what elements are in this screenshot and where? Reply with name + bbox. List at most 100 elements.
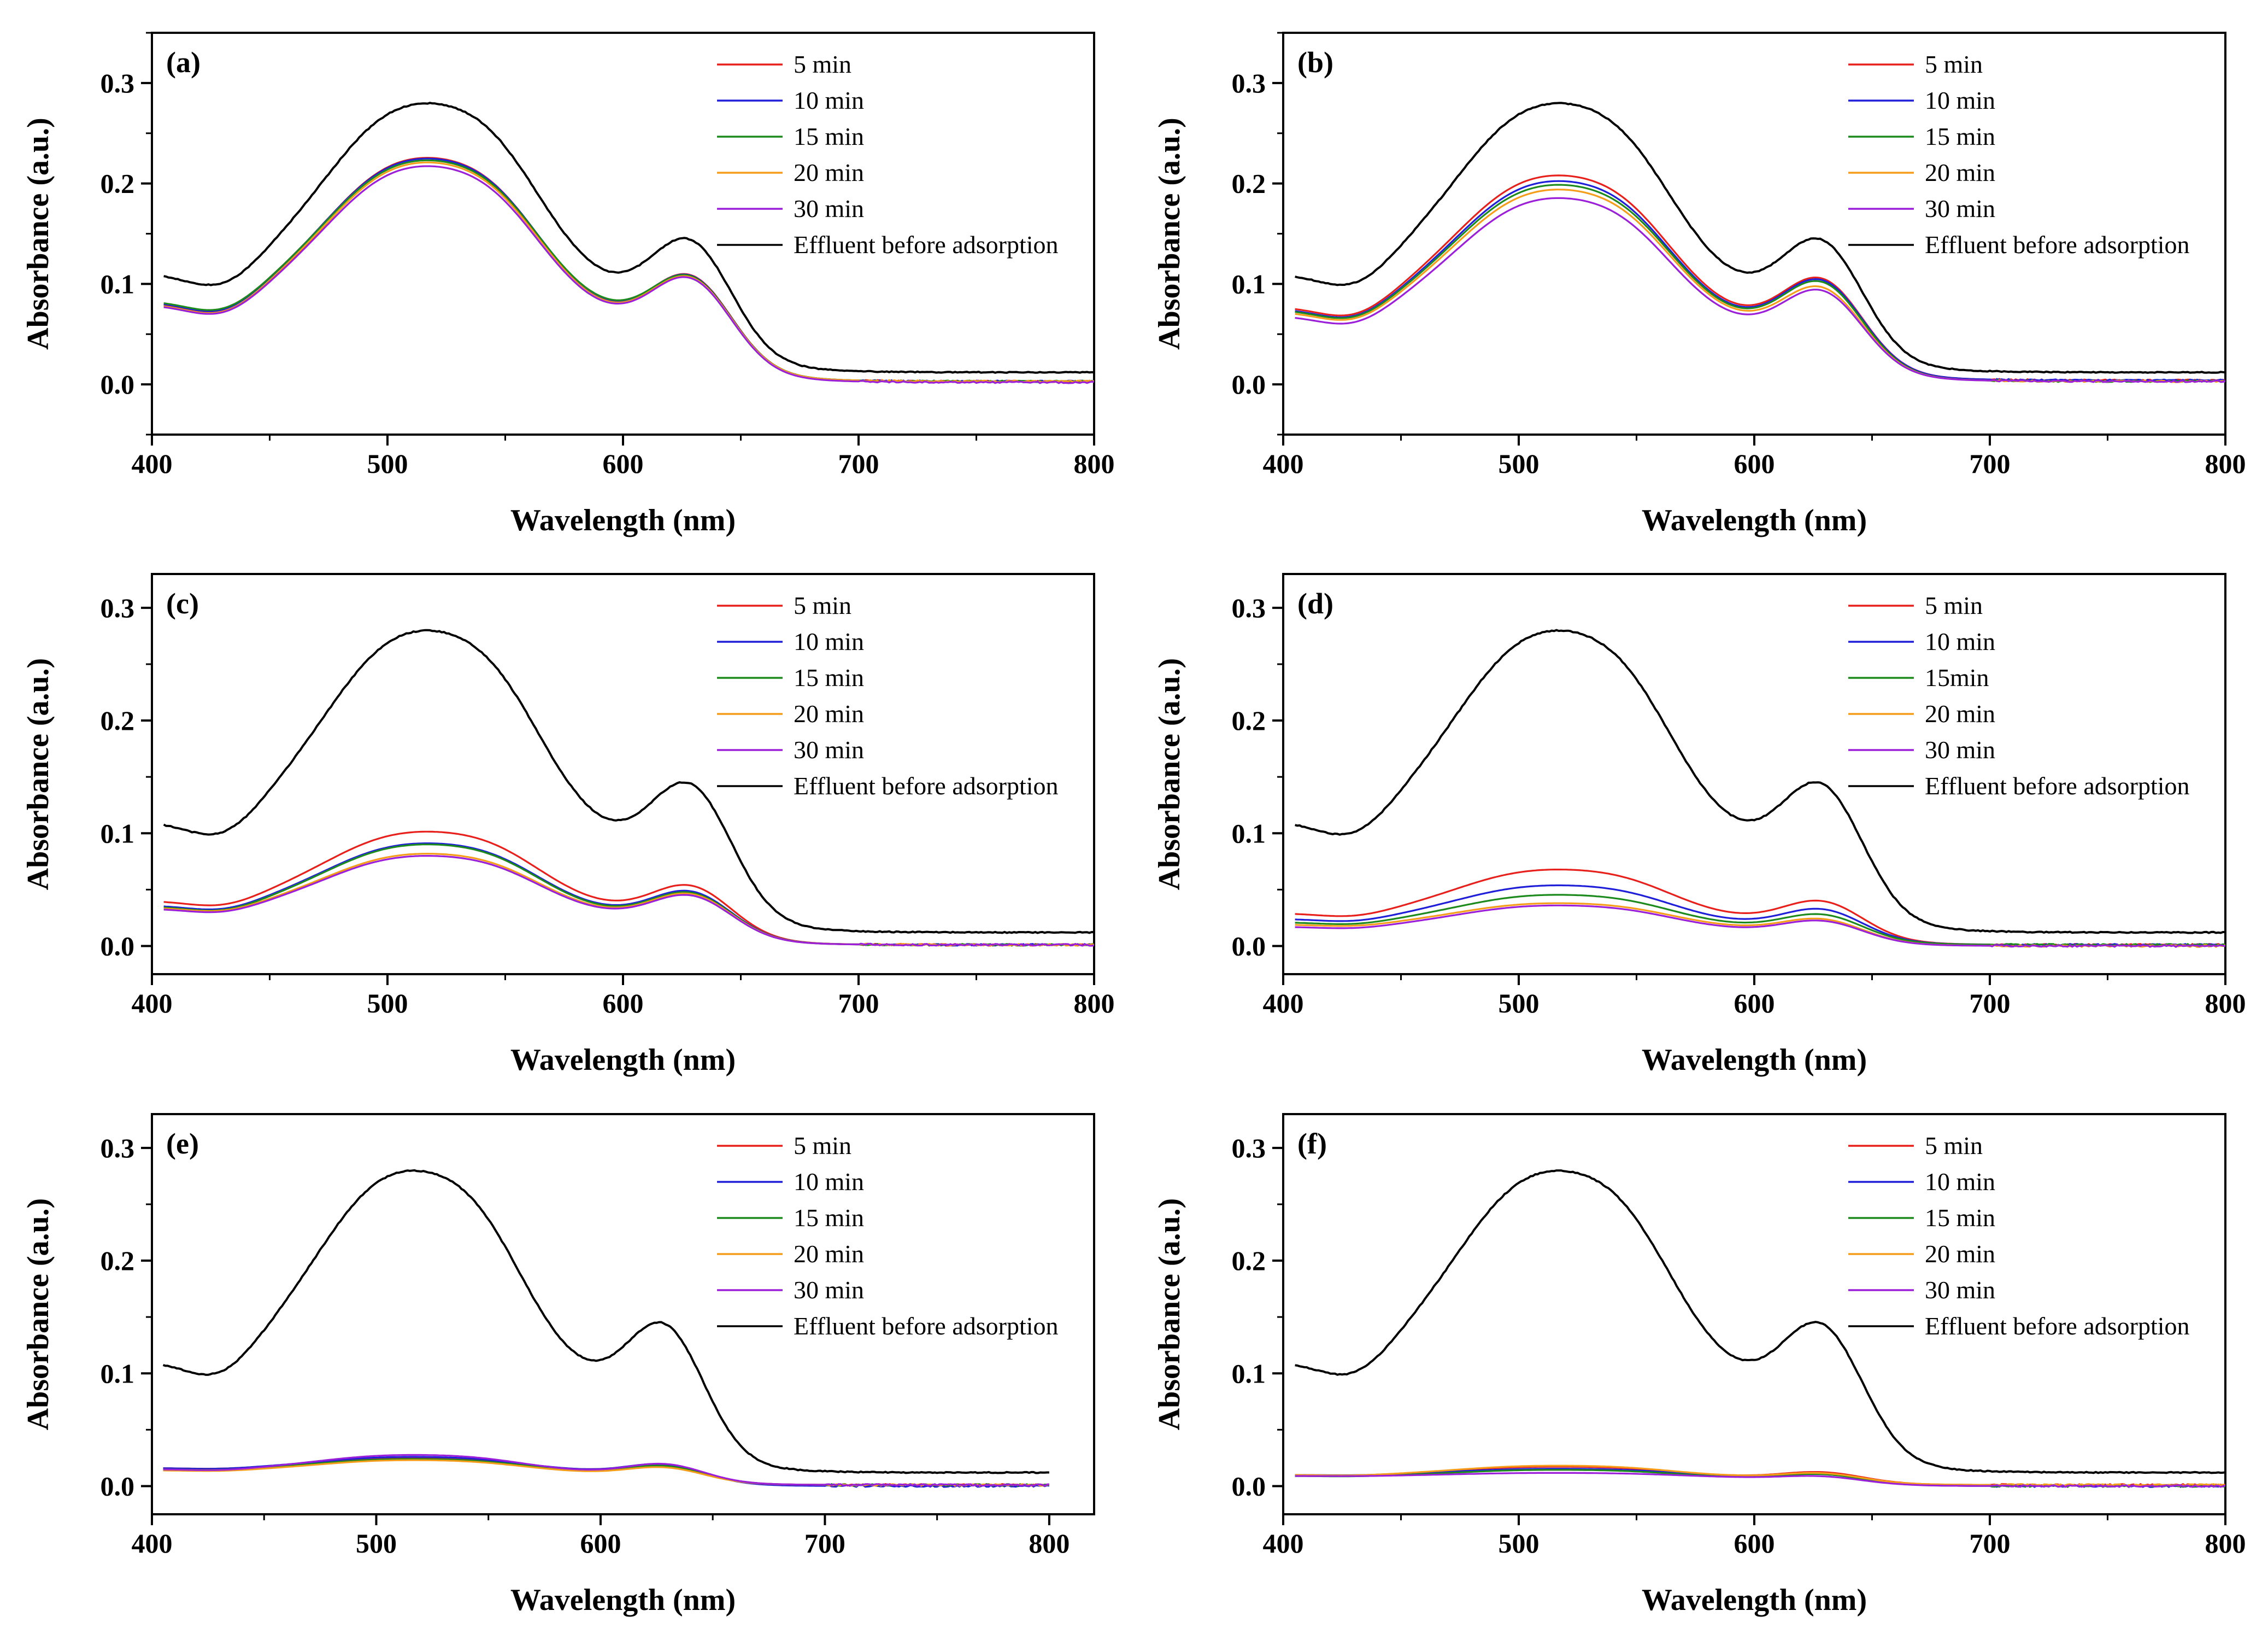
legend-entry-label: Effluent before adsorption xyxy=(1925,231,2190,259)
legend-entry-label: 30 min xyxy=(794,195,864,222)
legend-entry-label: 15 min xyxy=(1925,122,1995,150)
legend-entry-label: 10 min xyxy=(794,628,864,655)
legend-entry-label: 20 min xyxy=(1925,700,1995,728)
panel-label: (d) xyxy=(1297,587,1333,620)
y-axis-title: Absorbance (a.u.) xyxy=(1153,1198,1186,1431)
series-line-min-1 xyxy=(163,842,1094,947)
y-tick-label: 0.1 xyxy=(1232,268,1266,299)
x-tick-label: 700 xyxy=(1970,988,2011,1018)
legend-entry-label: 5 min xyxy=(794,1132,851,1159)
y-tick-label: 0.2 xyxy=(101,168,135,199)
legend-entry-label: 30 min xyxy=(1925,736,1995,764)
legend-entry-label: 15 min xyxy=(794,1204,864,1232)
legend-entry-label: 15 min xyxy=(794,122,864,150)
panel-label: (e) xyxy=(166,1127,199,1160)
legend-entry-label: 10 min xyxy=(1925,1168,1995,1196)
legend-entry-label: 5 min xyxy=(1925,1132,1983,1159)
legend-entry-label: 15min xyxy=(1925,664,1989,692)
chart-panel-b: 400 500 600 700 800 0.0 0.1 0.2 0.3 Wavelength (n… xyxy=(1153,32,2246,537)
legend-entry-label: Effluent before adsorption xyxy=(794,772,1059,800)
x-tick-label: 500 xyxy=(1499,1528,1540,1559)
y-axis-title: Absorbance (a.u.) xyxy=(21,1198,55,1431)
legend-entry-label: 20 min xyxy=(794,700,864,728)
x-tick-label: 400 xyxy=(132,988,173,1018)
y-tick-label: 0.1 xyxy=(1232,818,1266,848)
legend-entry-label: 15 min xyxy=(794,664,864,692)
y-tick-label: 0.0 xyxy=(1232,369,1266,400)
x-tick-label: 600 xyxy=(580,1528,621,1559)
x-tick-label: 700 xyxy=(1970,1528,2011,1559)
series-line-min-3 xyxy=(1295,902,2225,948)
x-tick-label: 500 xyxy=(1499,988,1540,1018)
x-tick-label: 500 xyxy=(367,988,408,1018)
series-line-min-1 xyxy=(1295,180,2225,382)
legend-entry-label: 20 min xyxy=(1925,1240,1995,1268)
y-tick-label: 0.2 xyxy=(1232,705,1266,736)
x-axis-title: Wavelength (nm) xyxy=(510,1583,736,1617)
x-tick-label: 600 xyxy=(1734,988,1775,1018)
x-tick-label: 400 xyxy=(1263,1528,1304,1559)
series-line-min-2 xyxy=(1295,894,2225,947)
chart-panel-c: 400 500 600 700 800 0.0 0.1 0.2 0.3 Wavelength (n… xyxy=(21,573,1115,1077)
series-line-effluent xyxy=(1295,629,2225,934)
legend-entry-label: 30 min xyxy=(1925,195,1995,222)
y-tick-label: 0.0 xyxy=(101,1471,135,1501)
legend-entry-label: 20 min xyxy=(1925,159,1995,186)
x-tick-label: 800 xyxy=(2205,448,2246,479)
y-tick-label: 0.0 xyxy=(101,369,135,400)
x-tick-label: 700 xyxy=(838,448,879,479)
legend-entry-label: 5 min xyxy=(794,591,851,619)
legend-entry-label: 20 min xyxy=(794,159,864,186)
x-tick-label: 700 xyxy=(804,1528,845,1559)
y-tick-label: 0.3 xyxy=(101,593,135,623)
x-tick-label: 700 xyxy=(838,988,879,1018)
series-line-min-4 xyxy=(1295,904,2225,948)
legend-entry-label: 30 min xyxy=(1925,1276,1995,1304)
chart-panel-e: 400 500 600 700 800 0.0 0.1 0.2 0.3 Wavelength (n… xyxy=(21,1113,1095,1617)
y-axis-title: Absorbance (a.u.) xyxy=(1153,118,1186,350)
x-tick-label: 400 xyxy=(1263,448,1304,479)
x-tick-label: 800 xyxy=(1074,448,1115,479)
series-line-effluent xyxy=(163,102,1094,374)
y-axis-title: Absorbance (a.u.) xyxy=(1153,658,1186,891)
x-tick-label: 500 xyxy=(1499,448,1540,479)
x-tick-label: 600 xyxy=(603,988,644,1018)
series-line-effluent xyxy=(1295,1169,2225,1474)
series-line-min-4 xyxy=(163,1454,1049,1487)
y-tick-label: 0.3 xyxy=(1232,593,1266,623)
legend-entry-label: 5 min xyxy=(1925,591,1983,619)
legend-entry-label: 10 min xyxy=(794,1168,864,1196)
x-tick-label: 400 xyxy=(132,1528,173,1559)
legend-entry-label: 30 min xyxy=(794,1276,864,1304)
y-axis-title: Absorbance (a.u.) xyxy=(21,658,55,891)
x-tick-label: 700 xyxy=(1970,448,2011,479)
y-tick-label: 0.2 xyxy=(1232,1245,1266,1276)
legend-entry-label: Effluent before adsorption xyxy=(1925,772,2190,800)
x-axis-title: Wavelength (nm) xyxy=(510,1043,736,1077)
x-axis-title: Wavelength (nm) xyxy=(1642,503,1867,537)
x-tick-label: 800 xyxy=(2205,988,2246,1018)
series-line-min-4 xyxy=(163,855,1094,947)
y-tick-label: 0.3 xyxy=(1232,68,1266,98)
y-tick-label: 0.3 xyxy=(101,1133,135,1163)
x-tick-label: 600 xyxy=(1734,1528,1775,1559)
y-tick-label: 0.2 xyxy=(101,1245,135,1276)
series-line-effluent xyxy=(162,1169,1049,1474)
series-line-effluent xyxy=(1295,102,2225,374)
legend-entry-label: Effluent before adsorption xyxy=(794,1312,1059,1340)
series-line-min-4 xyxy=(1295,1472,2225,1488)
x-tick-label: 600 xyxy=(603,448,644,479)
series-line-min-3 xyxy=(1295,1465,2225,1487)
legend-entry-label: 10 min xyxy=(1925,628,1995,655)
legend-entry-label: 20 min xyxy=(794,1240,864,1268)
series-line-min-2 xyxy=(1295,184,2225,383)
chart-panel-d: 400 500 600 700 800 0.0 0.1 0.2 0.3 Wavelength (n… xyxy=(1153,573,2246,1077)
y-tick-label: 0.3 xyxy=(1232,1133,1266,1163)
legend-entry-label: 30 min xyxy=(794,736,864,764)
panel-label: (b) xyxy=(1297,46,1333,79)
legend-entry-label: Effluent before adsorption xyxy=(1925,1312,2190,1340)
legend-entry-label: 15 min xyxy=(1925,1204,1995,1232)
series-line-min-4 xyxy=(1295,197,2225,383)
series-line-effluent xyxy=(163,629,1094,934)
y-tick-label: 0.0 xyxy=(101,930,135,961)
